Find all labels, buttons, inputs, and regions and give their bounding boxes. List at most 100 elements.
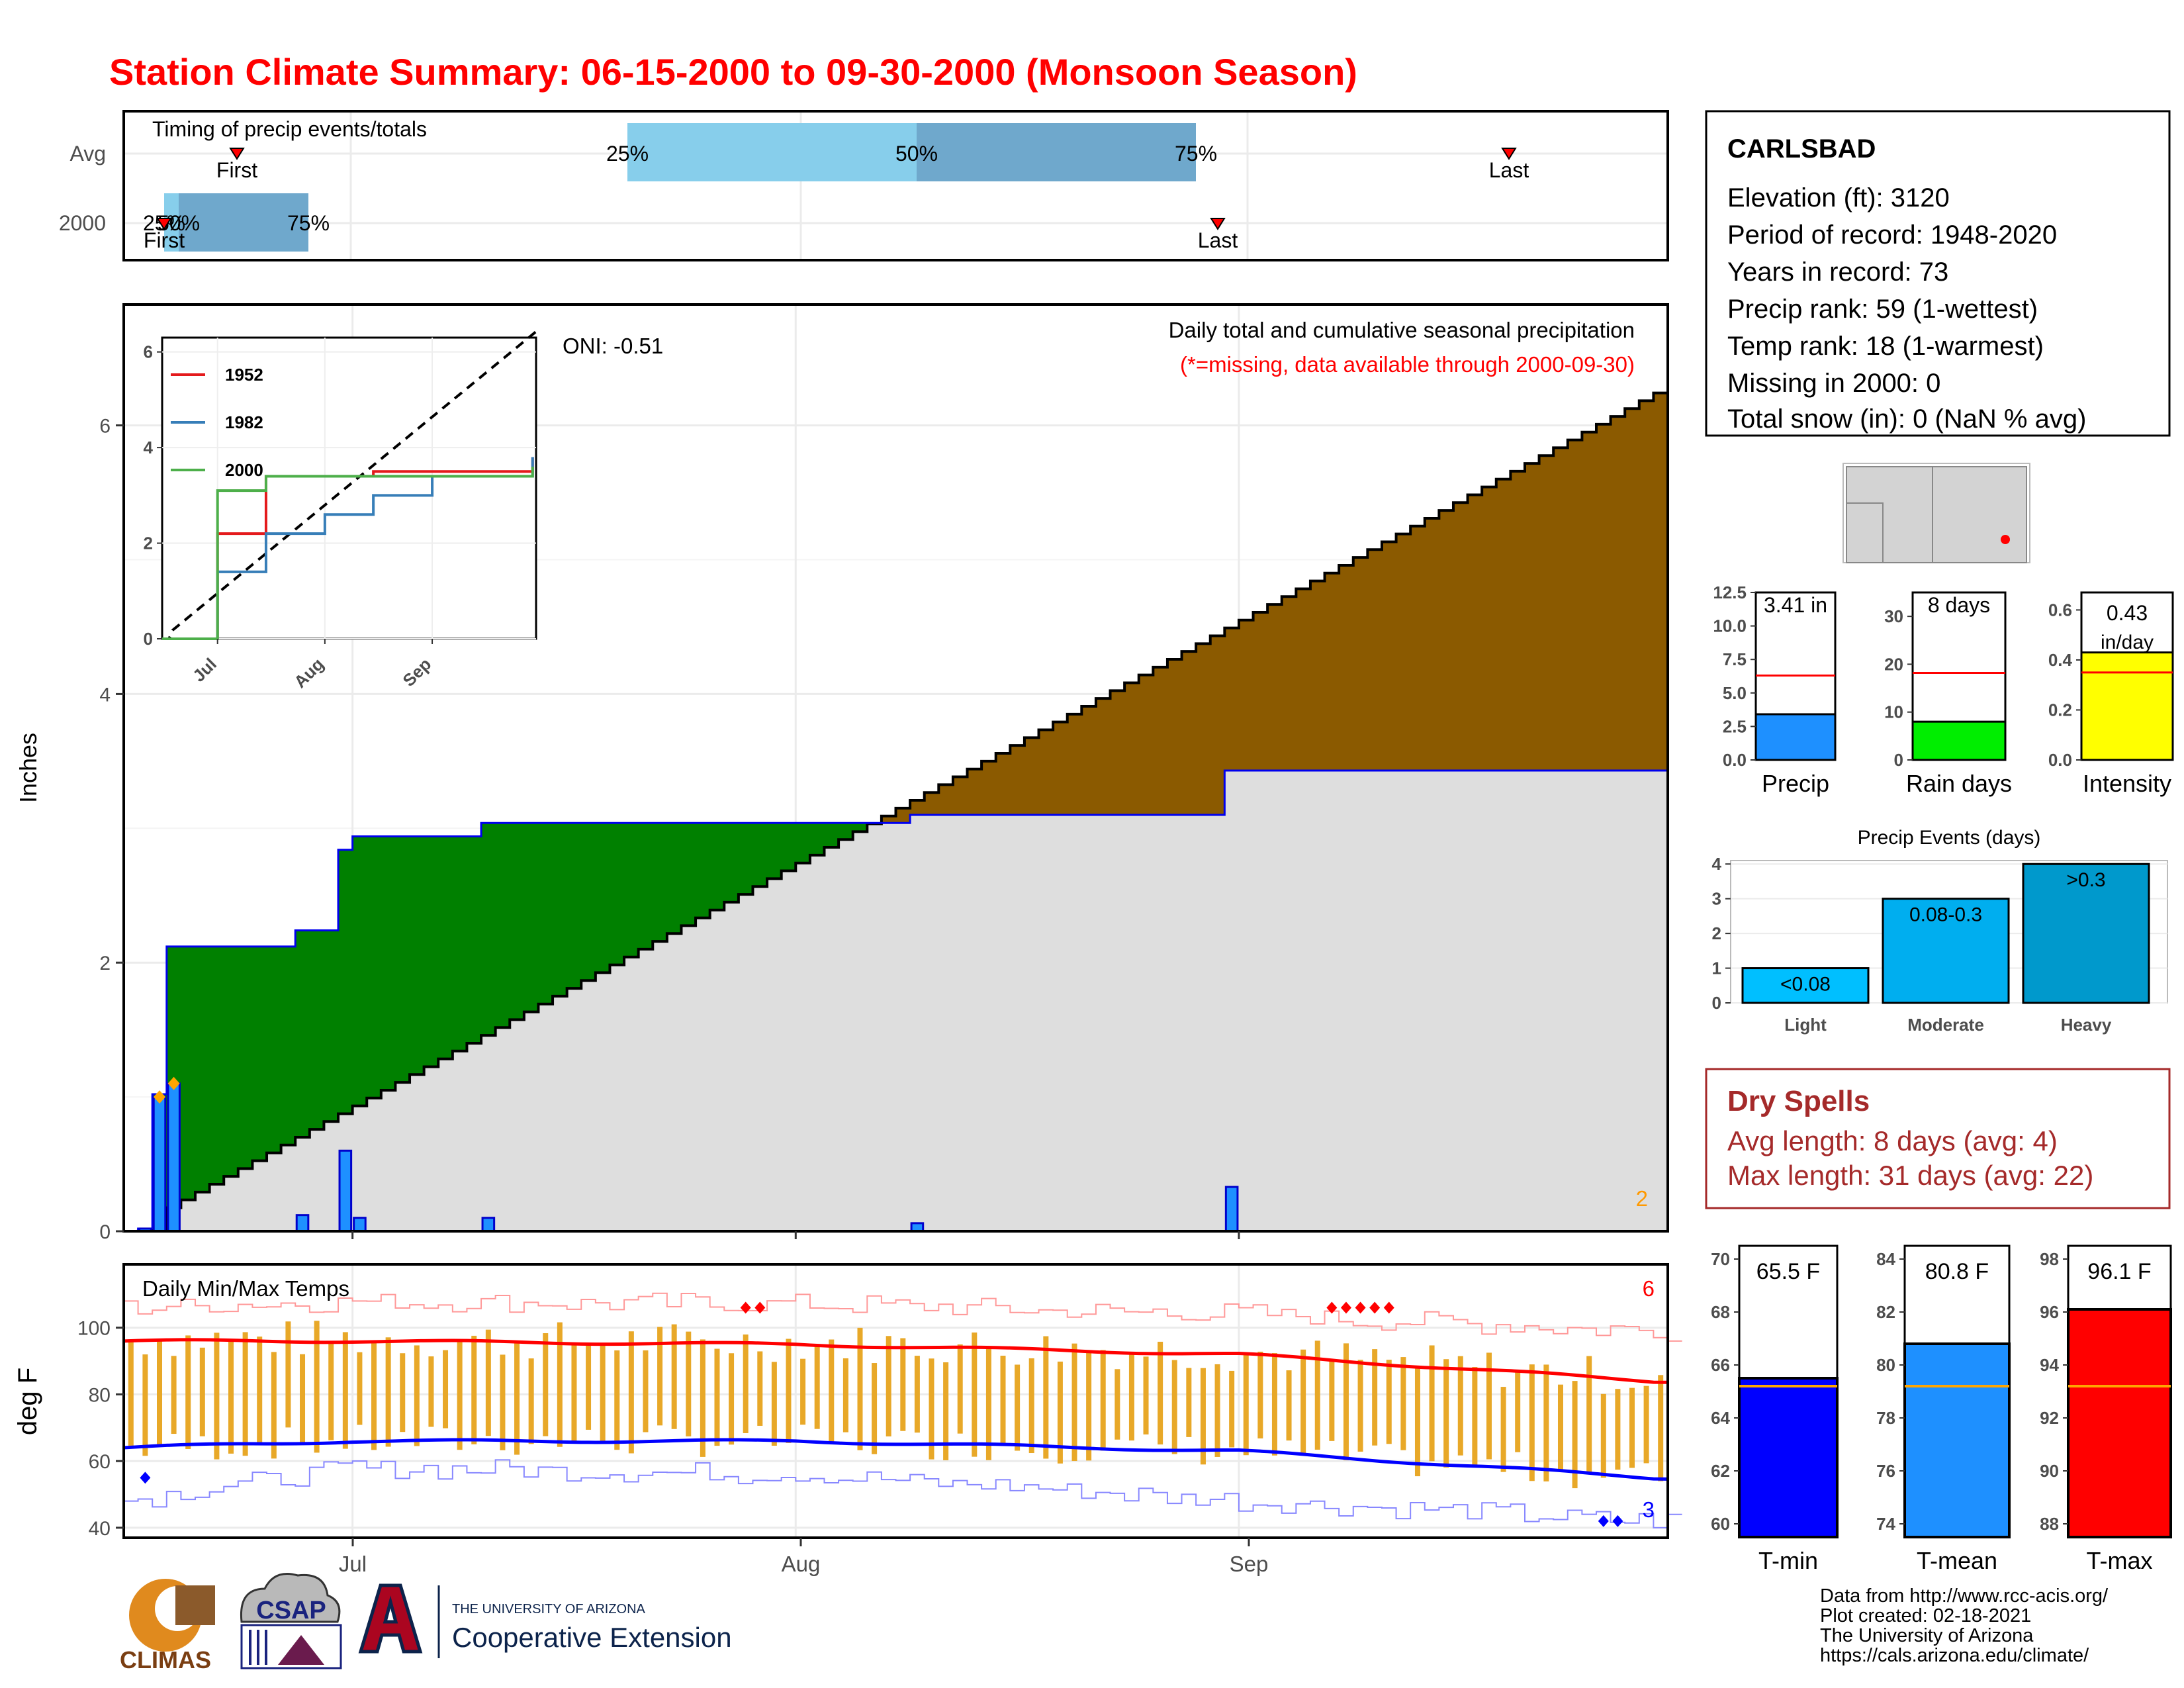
temp-daily-range-bar <box>643 1350 649 1432</box>
temp-bar-ytick-label: 78 <box>1876 1408 1895 1428</box>
temp-bar-ytick-label: 94 <box>2040 1355 2059 1375</box>
temp-daily-range-bar <box>1372 1349 1378 1446</box>
events-ytick-label: 4 <box>1712 854 1722 874</box>
temp-daily-range-bar <box>371 1341 377 1450</box>
temp-ytick-label: 100 <box>77 1318 111 1340</box>
credit-url: https://cals.arizona.edu/climate/ <box>1820 1645 2089 1666</box>
temp-daily-range-bar <box>1257 1351 1263 1438</box>
temp-record-high-marker <box>754 1301 766 1314</box>
mini-bar-value-unit: in/day <box>2101 632 2154 653</box>
station-snow: Total snow (in): 0 (NaN % avg) <box>1727 404 2086 434</box>
temp-daily-range-bar <box>1000 1356 1006 1446</box>
temp-daily-range-bar <box>214 1333 220 1460</box>
coop-extension-text: Cooperative Extension <box>452 1622 732 1653</box>
temp-record-high-marker <box>740 1301 751 1314</box>
precip-max-marker <box>154 1090 166 1104</box>
temp-daily-range-bar <box>1543 1364 1549 1481</box>
station-name: CARLSBAD <box>1727 134 1876 164</box>
temp-ylabel: deg F <box>13 1368 42 1435</box>
temp-daily-range-bar <box>428 1356 434 1427</box>
timing-avg-25-label: 25% <box>606 142 649 165</box>
temp-daily-range-bar <box>1472 1367 1478 1468</box>
temp-daily-range-bar <box>1128 1352 1134 1441</box>
mini-bar-label: Rain days <box>1906 770 2012 797</box>
temp-daily-range-bar <box>586 1343 592 1430</box>
temp-daily-range-bar <box>1600 1393 1606 1478</box>
dry-spells-box: Dry Spells Avg length: 8 days (avg: 4) M… <box>1705 1068 2171 1209</box>
events-category-label: Heavy <box>2061 1015 2112 1035</box>
timing-2000-first-marker <box>156 218 172 230</box>
temp-daily-range-bar <box>400 1353 406 1432</box>
temp-daily-range-bar <box>1515 1371 1521 1452</box>
temp-gridlines <box>124 1264 1668 1538</box>
temp-daily-range-bar <box>471 1335 477 1444</box>
events-category-label: Moderate <box>1907 1015 1984 1035</box>
temp-title: Daily Min/Max Temps <box>142 1276 349 1301</box>
temp-record-high-count: 6 <box>1643 1276 1655 1301</box>
temp-record-low-line <box>124 1459 1682 1528</box>
temp-daily-range-bar <box>729 1353 735 1445</box>
temp-bar-value <box>1903 1342 2011 1538</box>
temp-daily-range-bar <box>771 1362 777 1446</box>
csap-logo-text: CSAP <box>256 1597 326 1624</box>
mini-bar-precip: 3.41 in 0.0 2.5 5.0 7.5 10.0 12.5 Precip <box>1713 583 1837 797</box>
ua-small-text: THE UNIVERSITY OF ARIZONA <box>452 1602 646 1617</box>
temp-daily-range-bar <box>443 1350 449 1429</box>
temp-daily-range-bar <box>857 1327 863 1450</box>
temp-daily-range-bar <box>1658 1375 1664 1481</box>
temp-daily-range-bar <box>185 1335 191 1449</box>
temp-daily-range-bar <box>814 1344 820 1429</box>
mini-bar-ytick-label: 12.5 <box>1713 583 1747 602</box>
inset-ytick-label: 0 <box>144 629 153 649</box>
temp-record-low-marker <box>1612 1515 1623 1527</box>
university-of-arizona-logo: THE UNIVERSITY OF ARIZONA Cooperative Ex… <box>358 1583 732 1658</box>
events-category-label: Light <box>1784 1015 1827 1035</box>
temp-daily-range-bar <box>1629 1387 1635 1468</box>
temp-record-low-marker <box>1598 1515 1609 1527</box>
precip-daily-bar <box>167 1082 181 1233</box>
inset-legend: 1952 1982 2000 <box>171 365 263 480</box>
timing-2000-25-50 <box>164 193 179 252</box>
precip-daily-bar <box>481 1217 496 1233</box>
temp-bar-t-max: 96.1 F 88 90 92 94 96 98 T-max <box>2040 1244 2172 1574</box>
temp-bar-ytick-label: 82 <box>1876 1302 1895 1322</box>
temp-daily-range-bar <box>972 1332 978 1457</box>
temp-daily-range-bar <box>500 1354 506 1450</box>
mini-bar-ytick-label: 0.0 <box>2048 750 2072 770</box>
temp-daily-range-bar <box>1486 1352 1492 1460</box>
temp-daily-range-bar <box>1100 1350 1106 1451</box>
season-total-bars: 3.41 in 0.0 2.5 5.0 7.5 10.0 12.5 Precip 8 days 0… <box>1713 583 2174 797</box>
temp-daily-range-bar <box>414 1345 420 1446</box>
temp-background <box>124 1264 1668 1538</box>
precip-daily-bar <box>353 1217 367 1233</box>
temp-daily-range-bar <box>314 1321 320 1453</box>
precip-legend-note: (*=missing, data available through 2000-… <box>1180 352 1635 377</box>
station-years: Years in record: 73 <box>1727 258 1948 287</box>
credit-data-source: Data from http://www.rcc-acis.org/ <box>1820 1585 2109 1607</box>
temp-daily-range-bar <box>1429 1345 1435 1462</box>
temp-daily-range-bar <box>1457 1356 1463 1456</box>
temp-daily-range-bar <box>385 1337 391 1447</box>
inset-ytick-label: 6 <box>144 342 153 362</box>
precip-panel: 0 2 4 6 Inches Daily total and cumulative s… <box>15 303 1669 1243</box>
mini-bar-value <box>2080 651 2174 761</box>
precip-cumulative-areas <box>124 385 1669 1233</box>
temp-daily-range-bar <box>528 1358 534 1444</box>
temp-daily-range-bar <box>1572 1381 1578 1489</box>
precip-legend-title: Daily total and cumulative seasonal prec… <box>1169 318 1635 342</box>
temp-daily-range-bar <box>199 1347 205 1436</box>
climas-logo: CLIMAS <box>120 1579 215 1673</box>
temp-daily-range-bar <box>1028 1358 1034 1454</box>
mini-bar-ytick-label: 0.4 <box>2048 650 2073 670</box>
temp-bar-label: T-max <box>2086 1547 2152 1574</box>
mini-bar-value-label: 0.43 <box>2107 601 2148 625</box>
temp-daily-range-bar <box>328 1342 334 1440</box>
precip-daily-bar <box>152 1096 167 1233</box>
timing-avg-first-label: First <box>216 158 257 182</box>
temp-bar-value <box>1738 1377 1839 1538</box>
temp-daily-range-bar <box>242 1332 248 1456</box>
csap-logo: CSAP <box>240 1573 342 1669</box>
temp-daily-range-bar <box>1443 1359 1449 1468</box>
timing-avg-50-75 <box>917 123 1196 181</box>
mini-bar-ytick-label: 10 <box>1884 702 1903 722</box>
